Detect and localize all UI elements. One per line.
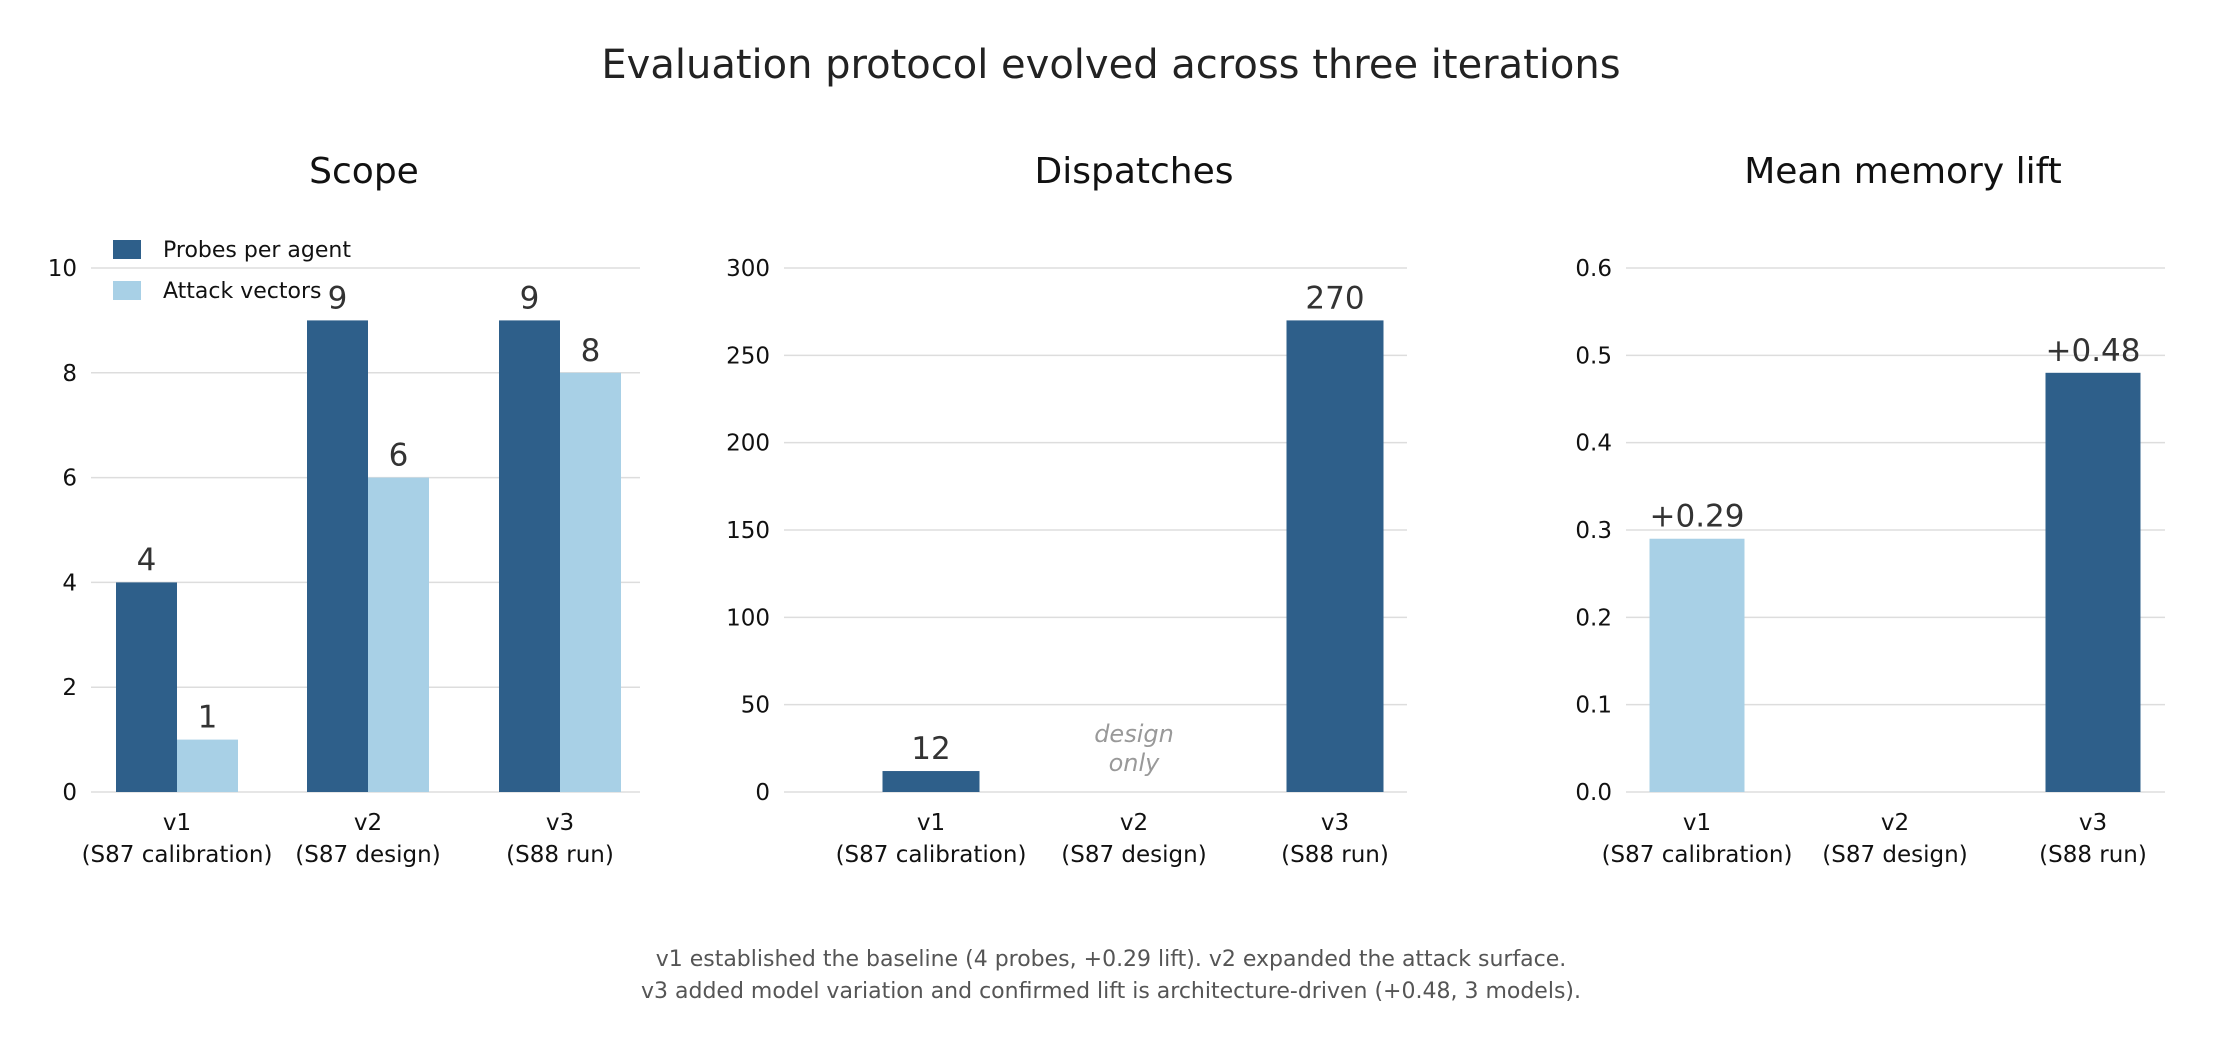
- y-tick-label: 10: [48, 256, 77, 282]
- y-tick-label: 0.5: [1575, 343, 1612, 369]
- y-tick-label: 0.1: [1575, 693, 1612, 719]
- y-tick-label: 300: [726, 256, 770, 282]
- x-tick-label: v2: [1120, 810, 1148, 836]
- y-tick-label: 100: [726, 605, 770, 631]
- data-label: 6: [389, 438, 409, 474]
- panel-title: Dispatches: [1034, 151, 1233, 192]
- y-tick-label: 0.4: [1575, 431, 1612, 457]
- data-label: +0.48: [2046, 333, 2141, 369]
- x-tick-label: v3: [2079, 810, 2107, 836]
- bar: [307, 320, 368, 792]
- y-tick-label: 0.0: [1575, 780, 1612, 806]
- x-tick-sublabel: (S87 design): [1822, 842, 1967, 868]
- legend-label: Attack vectors: [163, 279, 321, 304]
- x-tick-sublabel: (S87 calibration): [836, 842, 1027, 868]
- bar: [882, 771, 980, 792]
- x-tick-sublabel: (S87 calibration): [1602, 842, 1793, 868]
- data-label: 9: [520, 280, 540, 316]
- data-label: 1: [198, 700, 218, 736]
- bar: [116, 582, 177, 792]
- y-tick-label: 0: [755, 780, 770, 806]
- footer-line-2: v3 added model variation and confirmed l…: [641, 979, 1581, 1004]
- x-tick-label: v1: [163, 810, 191, 836]
- y-tick-label: 200: [726, 431, 770, 457]
- y-tick-label: 0.2: [1575, 605, 1612, 631]
- y-tick-label: 50: [741, 693, 770, 719]
- bar: [177, 739, 238, 792]
- legend-swatch: [113, 281, 141, 300]
- y-tick-label: 150: [726, 518, 770, 544]
- panel-title: Scope: [309, 151, 419, 192]
- bar: [560, 372, 621, 792]
- bar: [1286, 320, 1384, 792]
- y-tick-label: 0.6: [1575, 256, 1612, 282]
- footer-line-1: v1 established the baseline (4 probes, +…: [656, 947, 1567, 972]
- panel-1: Scope 0 2 4 6 8 10 4 9 9 1 6 8 v1 (S87 calibration) v2 (…: [48, 151, 640, 868]
- panel-2: Dispatches 0 50 100 150 200 250 300 12 270 v1 (S87 …: [726, 151, 1407, 868]
- x-tick-label: v3: [1321, 810, 1349, 836]
- y-tick-label: 0.3: [1575, 518, 1612, 544]
- data-label: 12: [911, 731, 950, 767]
- x-tick-sublabel: (S87 design): [295, 842, 440, 868]
- x-tick-label: v2: [354, 810, 382, 836]
- data-label: +0.29: [1650, 499, 1745, 535]
- annotation: only: [1109, 749, 1161, 777]
- data-label: 4: [137, 542, 157, 578]
- y-tick-label: 2: [62, 675, 77, 701]
- x-tick-sublabel: (S87 design): [1061, 842, 1206, 868]
- x-tick-sublabel: (S88 run): [2039, 842, 2147, 868]
- legend-swatch: [113, 240, 141, 259]
- x-tick-label: v2: [1881, 810, 1909, 836]
- y-tick-label: 0: [62, 780, 77, 806]
- bar: [499, 320, 560, 792]
- x-tick-label: v1: [1683, 810, 1711, 836]
- data-label: 8: [581, 333, 601, 369]
- data-label: 9: [328, 280, 348, 316]
- y-tick-label: 6: [62, 466, 77, 492]
- x-tick-sublabel: (S88 run): [1281, 842, 1389, 868]
- x-tick-label: v3: [546, 810, 574, 836]
- annotation: design: [1094, 720, 1174, 748]
- data-label: 270: [1305, 280, 1364, 316]
- bar: [2045, 372, 2141, 792]
- y-tick-label: 250: [726, 343, 770, 369]
- main-title: Evaluation protocol evolved across three…: [601, 42, 1620, 88]
- x-tick-sublabel: (S88 run): [506, 842, 614, 868]
- x-tick-sublabel: (S87 calibration): [82, 842, 273, 868]
- legend-label: Probes per agent: [163, 238, 351, 263]
- bar: [1649, 538, 1745, 792]
- panel-3: Mean memory lift 0.0 0.1 0.2 0.3 0.4 0.5 0.6 +0.…: [1575, 151, 2165, 868]
- x-tick-label: v1: [917, 810, 945, 836]
- panel-title: Mean memory lift: [1744, 151, 2062, 192]
- bar: [368, 477, 429, 792]
- y-tick-label: 4: [62, 570, 77, 596]
- y-tick-label: 8: [62, 361, 77, 387]
